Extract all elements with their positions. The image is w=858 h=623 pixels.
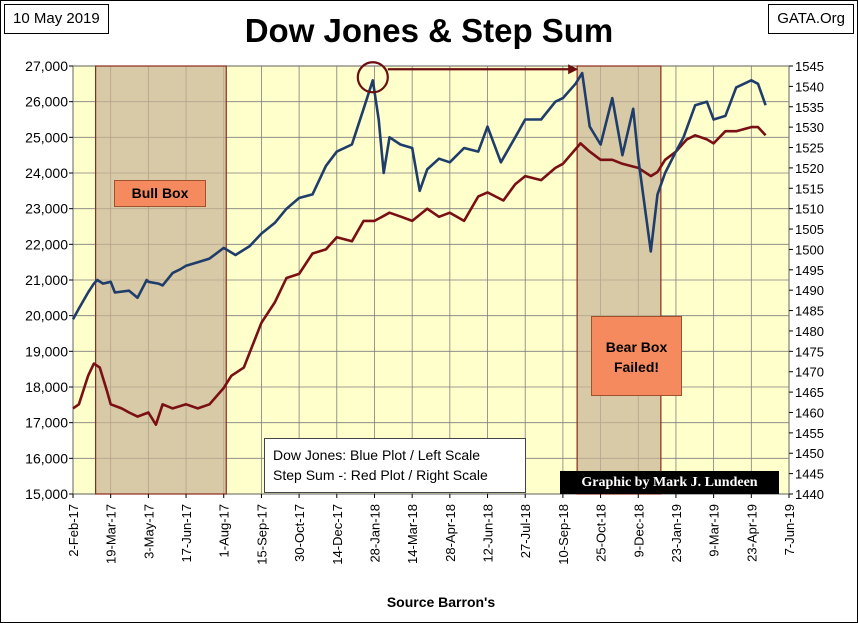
right-tick-label: 1520 bbox=[795, 161, 824, 176]
x-tick-label: 23-Apr-19 bbox=[744, 504, 759, 562]
bull-box-label: Bull Box bbox=[114, 180, 206, 207]
x-tick-label: 30-Oct-17 bbox=[292, 504, 307, 562]
x-tick-label: 27-Jul-18 bbox=[518, 504, 533, 558]
x-tick-label: 7-Jun-19 bbox=[782, 504, 797, 555]
series-lines bbox=[71, 71, 767, 427]
bear-box-label-line2: Failed! bbox=[613, 359, 660, 375]
legend: Dow Jones: Blue Plot / Left Scale Step S… bbox=[264, 438, 526, 493]
x-tick-label: 28-Apr-18 bbox=[443, 504, 458, 562]
right-tick-label: 1505 bbox=[795, 222, 824, 237]
date-tag: 10 May 2019 bbox=[4, 4, 109, 34]
right-tick-label: 1495 bbox=[795, 263, 824, 278]
left-tick-label: 17,000 bbox=[25, 415, 68, 431]
x-axis-ticks: 2-Feb-17 19-Mar-17 3-May-17 17-Jun-17 1-Aug-… bbox=[66, 494, 797, 565]
left-axis-ticks: 15,000 16,000 17,000 18,000 19,000 20,000 21,0… bbox=[25, 58, 73, 502]
x-tick-label: 14-Dec-17 bbox=[330, 504, 345, 565]
right-tick-label: 1510 bbox=[795, 202, 824, 217]
right-tick-label: 1460 bbox=[795, 405, 824, 420]
x-tick-label: 14-Mar-18 bbox=[405, 504, 420, 564]
right-tick-label: 1475 bbox=[795, 344, 824, 359]
x-tick-label: 17-Jun-17 bbox=[179, 504, 194, 563]
x-tick-label: 9-Dec-18 bbox=[631, 504, 646, 557]
x-tick-label: 25-Oct-18 bbox=[594, 504, 609, 562]
bear-box-label-line1: Bear Box bbox=[605, 339, 668, 355]
right-tick-label: 1485 bbox=[795, 304, 824, 319]
right-tick-label: 1465 bbox=[795, 385, 824, 400]
peak-arrow-head bbox=[568, 64, 579, 75]
left-tick-label: 23,000 bbox=[25, 201, 68, 217]
right-tick-label: 1450 bbox=[795, 446, 824, 461]
bear-box-label: Bear Box Failed! bbox=[591, 316, 682, 396]
left-tick-label: 20,000 bbox=[25, 308, 68, 324]
left-tick-label: 16,000 bbox=[25, 450, 68, 466]
x-tick-label: 19-Mar-17 bbox=[104, 504, 119, 564]
left-tick-label: 19,000 bbox=[25, 343, 68, 359]
credit-label: Graphic by Mark J. Lundeen bbox=[560, 471, 779, 494]
x-axis-label: Source Barron's bbox=[386, 594, 496, 610]
left-tick-label: 21,000 bbox=[25, 272, 68, 288]
chart-title: Dow Jones & Step Sum bbox=[244, 12, 614, 49]
left-tick-label: 18,000 bbox=[25, 379, 68, 395]
peak-circle bbox=[356, 61, 389, 94]
step-sum-line bbox=[72, 125, 767, 427]
right-tick-label: 1545 bbox=[795, 59, 824, 74]
right-tick-label: 1530 bbox=[795, 120, 824, 135]
legend-line-dow: Dow Jones: Blue Plot / Left Scale bbox=[273, 447, 480, 463]
right-tick-label: 1455 bbox=[795, 426, 824, 441]
right-tick-label: 1445 bbox=[795, 467, 824, 482]
x-tick-label: 2-Feb-17 bbox=[66, 504, 81, 557]
left-tick-label: 27,000 bbox=[25, 58, 68, 74]
right-tick-label: 1535 bbox=[795, 100, 824, 115]
left-tick-label: 26,000 bbox=[25, 94, 68, 110]
right-axis-ticks: 1440 1445 1450 1455 1460 1465 1470 1475 1480 1485… bbox=[789, 59, 824, 502]
source-tag: GATA.Org bbox=[768, 4, 854, 34]
left-tick-label: 22,000 bbox=[25, 236, 68, 252]
x-tick-label: 28-Jan-18 bbox=[367, 504, 382, 563]
x-tick-label: 9-Mar-19 bbox=[707, 504, 722, 557]
x-tick-label: 12-Jun-18 bbox=[481, 504, 496, 563]
bull-box bbox=[95, 65, 227, 495]
x-tick-label: 10-Sep-18 bbox=[556, 504, 571, 565]
right-tick-label: 1540 bbox=[795, 79, 824, 94]
right-tick-label: 1525 bbox=[795, 141, 824, 156]
left-tick-label: 25,000 bbox=[25, 129, 68, 145]
x-tick-label: 23-Jan-19 bbox=[669, 504, 684, 563]
right-tick-label: 1515 bbox=[795, 181, 824, 196]
right-tick-label: 1490 bbox=[795, 283, 824, 298]
legend-line-step: Step Sum -: Red Plot / Right Scale bbox=[273, 467, 488, 483]
right-tick-label: 1480 bbox=[795, 324, 824, 339]
right-tick-label: 1470 bbox=[795, 365, 824, 380]
x-tick-label: 15-Sep-17 bbox=[254, 504, 269, 565]
x-tick-label: 1-Aug-17 bbox=[217, 504, 232, 557]
left-tick-label: 24,000 bbox=[25, 165, 68, 181]
left-tick-label: 15,000 bbox=[25, 486, 68, 502]
right-tick-label: 1440 bbox=[795, 487, 824, 502]
annotations bbox=[356, 61, 579, 94]
x-tick-label: 3-May-17 bbox=[141, 504, 156, 559]
annotation-boxes bbox=[95, 65, 662, 495]
dow-jones-line bbox=[71, 71, 767, 320]
right-tick-label: 1500 bbox=[795, 242, 824, 257]
